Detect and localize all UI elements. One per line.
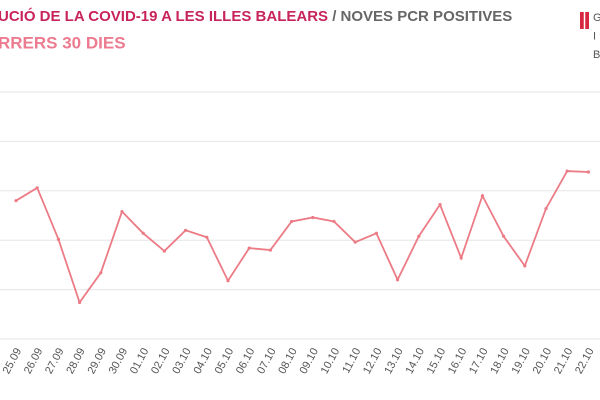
data-point (396, 278, 400, 282)
x-tick-label: 07.10 (255, 346, 279, 376)
data-point (141, 231, 145, 235)
data-point (56, 237, 61, 241)
data-point (14, 199, 18, 203)
title-main: UCIÓ DE LA COVID-19 A LES ILLES BALEARS (0, 7, 328, 25)
x-tick-label: 27.09 (43, 346, 67, 376)
data-point (205, 235, 209, 239)
x-tick-label: 03.10 (170, 346, 194, 376)
x-tick-label: 10.10 (319, 346, 343, 376)
x-tick-label: 05.10 (213, 346, 237, 376)
x-tick-label: 02.10 (149, 346, 173, 376)
logo-letter: I (593, 30, 596, 42)
x-tick-label: 29.09 (85, 346, 109, 376)
x-tick-label: 14.10 (403, 346, 427, 376)
title-suffix: / NOVES PCR POSITIVES (332, 8, 512, 25)
x-tick-label: 28.09 (64, 346, 88, 376)
x-tick-label: 01.10 (128, 346, 152, 376)
data-line (15, 170, 589, 305)
data-point (523, 264, 527, 268)
logo-letter: G (593, 12, 600, 24)
x-tick-label: 15.10 (425, 346, 449, 376)
x-tick-label: 12.10 (361, 346, 385, 376)
data-point (184, 228, 188, 232)
data-point (502, 234, 506, 238)
data-point (99, 271, 103, 275)
data-point (374, 231, 378, 235)
chart-subtitle: RRERS 30 DIES (0, 33, 126, 52)
data-point (459, 256, 463, 260)
x-tick-label: 13.10 (382, 346, 406, 376)
x-tick-label: 17.10 (467, 346, 491, 376)
x-tick-label: 19.10 (509, 346, 533, 376)
data-point (353, 240, 357, 244)
x-tick-label: 18.10 (488, 346, 512, 376)
data-point (311, 215, 315, 220)
x-tick-label: 08.10 (276, 346, 300, 376)
data-point (417, 234, 421, 238)
data-point (162, 249, 166, 253)
x-tick-label: 06.10 (234, 346, 258, 376)
data-point (480, 194, 484, 198)
data-point (565, 169, 569, 173)
data-point (247, 246, 251, 250)
data-point (438, 203, 442, 207)
x-tick-label: 26.09 (22, 346, 46, 376)
data-point (332, 219, 336, 224)
data-point (226, 279, 230, 283)
x-tick-label: 25.09 (1, 346, 25, 376)
data-point (268, 248, 272, 252)
data-point (586, 170, 591, 174)
data-point (544, 206, 548, 211)
data-point (120, 209, 124, 214)
data-point (78, 300, 82, 305)
logo (580, 12, 589, 29)
x-tick-label: 04.10 (191, 346, 215, 376)
x-tick-label: 21.10 (552, 346, 576, 376)
logo-letter: B (593, 49, 600, 61)
x-tick-label: 09.10 (297, 346, 321, 376)
data-point (35, 186, 39, 190)
x-tick-label: 16.10 (446, 346, 470, 376)
chart-title: UCIÓ DE LA COVID-19 A LES ILLES BALEARS … (0, 7, 512, 25)
x-tick-label: 22.10 (573, 346, 597, 376)
data-point (290, 219, 294, 224)
x-tick-label: 11.10 (340, 346, 363, 375)
x-tick-label: 20.10 (531, 346, 555, 376)
x-tick-label: 30.09 (107, 346, 131, 376)
